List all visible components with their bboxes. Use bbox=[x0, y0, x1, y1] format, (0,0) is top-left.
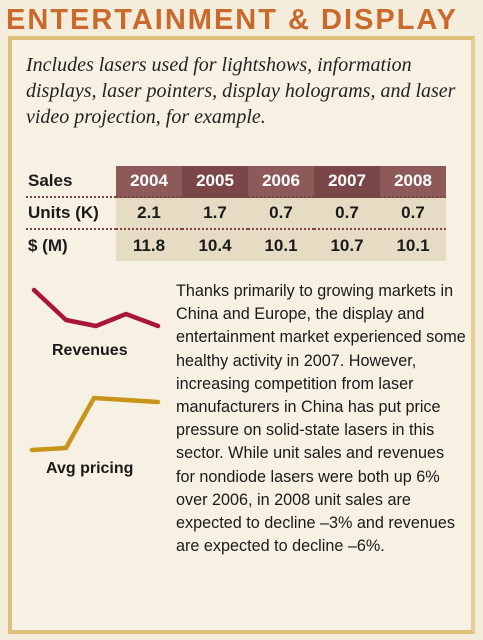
table-cell: 2.1 bbox=[116, 198, 182, 230]
row-label: $ (M) bbox=[28, 235, 68, 255]
table-corner-label: Sales bbox=[26, 166, 116, 198]
table-cell: 0.7 bbox=[314, 198, 380, 230]
avg-pricing-sparkline bbox=[29, 395, 161, 453]
table-header-row: Sales 2004 2005 2006 2007 2008 bbox=[26, 166, 446, 198]
year-header: 2007 bbox=[314, 166, 380, 198]
table-cell: 10.7 bbox=[314, 230, 380, 261]
table-cell: 11.8 bbox=[116, 230, 182, 261]
intro-text: Includes lasers used for lightshows, inf… bbox=[26, 54, 456, 128]
table-cell: 10.1 bbox=[248, 230, 314, 261]
body-paragraph: Thanks primarily to growing markets in C… bbox=[176, 282, 466, 556]
table-cell: 10.4 bbox=[182, 230, 248, 261]
revenues-sparkline bbox=[31, 287, 161, 329]
year-header: 2008 bbox=[380, 166, 446, 198]
table-cell: 1.7 bbox=[182, 198, 248, 230]
year-header: 2005 bbox=[182, 166, 248, 198]
avg-pricing-label: Avg pricing bbox=[46, 460, 134, 477]
row-label: Units (K) bbox=[26, 198, 116, 230]
year-header: 2004 bbox=[116, 166, 182, 198]
table-cell: 0.7 bbox=[248, 198, 314, 230]
table-cell: 10.1 bbox=[380, 230, 446, 261]
sales-table: Sales 2004 2005 2006 2007 2008 Units (K)… bbox=[26, 166, 446, 261]
avg-pricing-line bbox=[29, 395, 161, 453]
table-cell: 0.7 bbox=[380, 198, 446, 230]
year-header: 2006 bbox=[248, 166, 314, 198]
revenues-line bbox=[31, 287, 161, 329]
page-title: ENTERTAINMENT & DISPLAY bbox=[6, 4, 459, 36]
revenues-label: Revenues bbox=[52, 342, 128, 359]
content-frame bbox=[8, 36, 475, 634]
table-row: $ (M) 11.8 10.4 10.1 10.7 10.1 bbox=[26, 230, 446, 261]
table-row: Units (K) 2.1 1.7 0.7 0.7 0.7 bbox=[26, 198, 446, 230]
